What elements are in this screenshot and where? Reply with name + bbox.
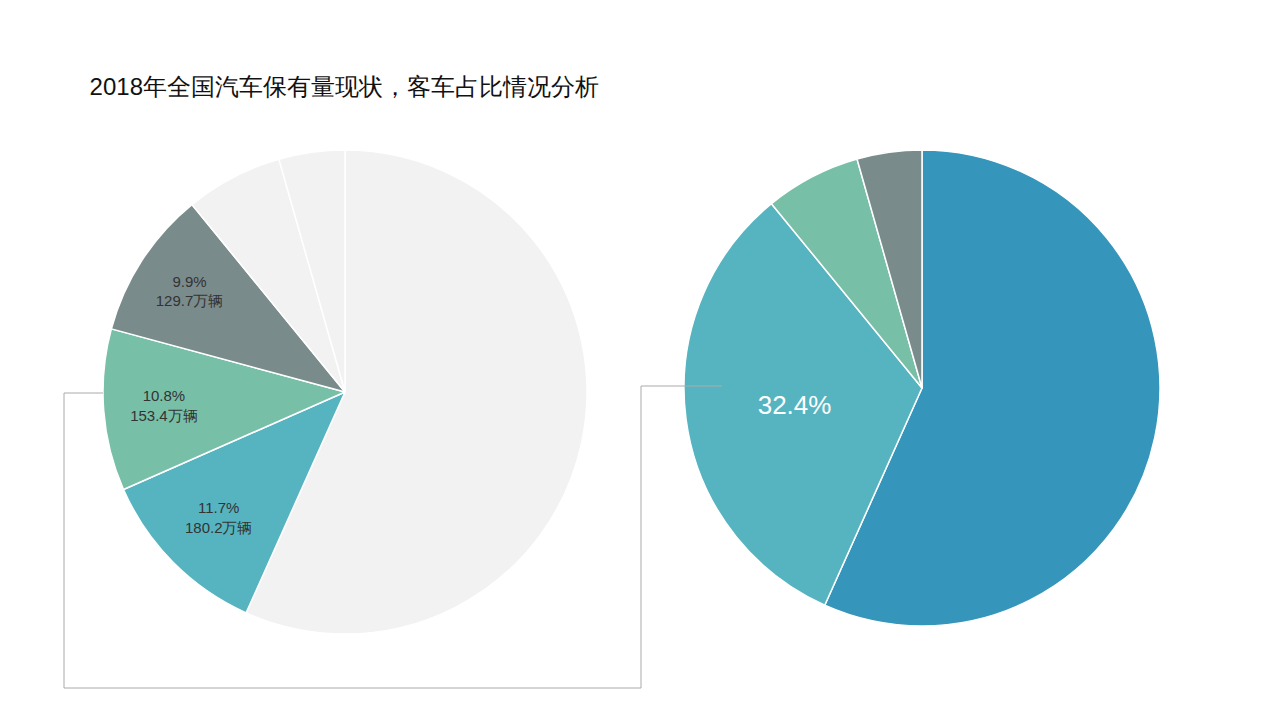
svg-text:2018年全国汽车保有量现状，客车占比情况分析: 2018年全国汽车保有量现状，客车占比情况分析 bbox=[90, 73, 599, 100]
svg-text:9.9%129.7万辆: 9.9%129.7万辆 bbox=[156, 273, 224, 310]
svg-text:10.8%153.4万辆: 10.8%153.4万辆 bbox=[130, 387, 198, 424]
svg-text:32.4%: 32.4% bbox=[758, 390, 832, 420]
svg-text:11.7%180.2万辆: 11.7%180.2万辆 bbox=[185, 499, 253, 536]
